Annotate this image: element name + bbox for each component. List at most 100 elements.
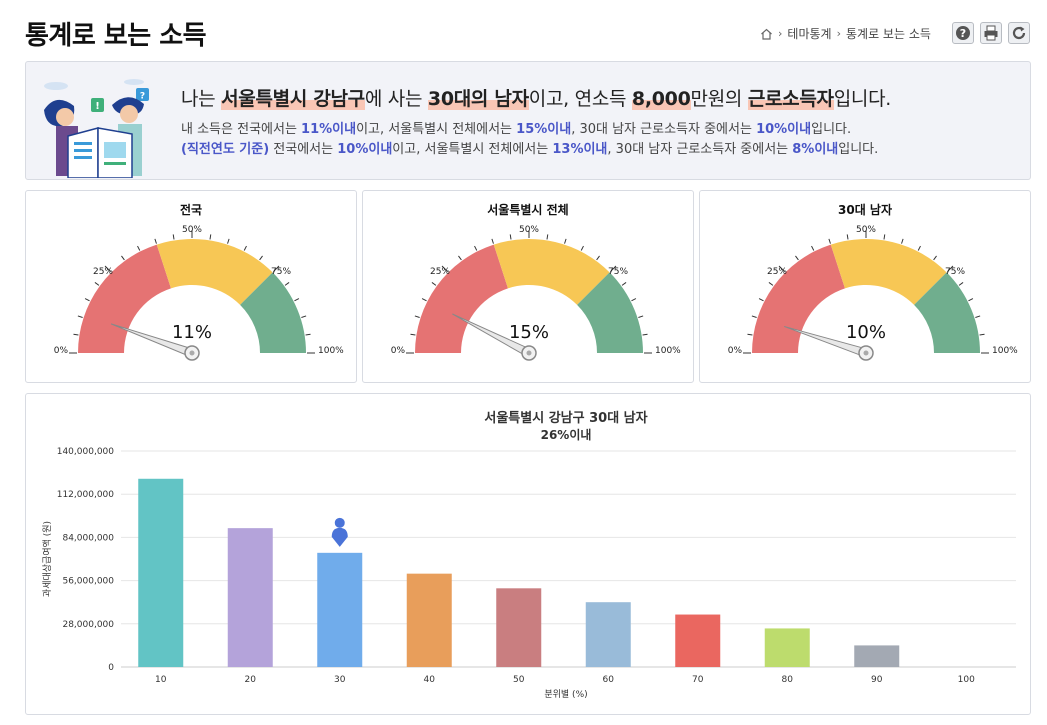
gauge-tick — [84, 298, 90, 302]
bar-60 — [585, 602, 631, 667]
gauge-tick-label: 75% — [271, 267, 291, 277]
gauge-value: 15% — [509, 322, 549, 343]
x-tick-label: 100 — [958, 675, 975, 685]
gauge-tick — [811, 245, 815, 251]
refresh-button[interactable] — [1008, 22, 1030, 44]
x-axis-label: 분위별 (%) — [544, 689, 587, 700]
svg-text:?: ? — [140, 92, 145, 102]
x-tick-label: 80 — [782, 675, 794, 685]
y-axis-label: 과세대상급여액 (원) — [41, 521, 53, 597]
bar-80 — [764, 628, 810, 667]
y-tick-label: 112,000,000 — [57, 490, 115, 500]
gauge-tick — [209, 234, 212, 240]
gauge-tick — [747, 333, 753, 336]
gauge-tick — [564, 238, 567, 244]
bar-30 — [317, 552, 363, 667]
gauge-tick — [284, 282, 290, 286]
region-highlight: 서울특별시 강남구 — [221, 88, 365, 110]
gauge-tick-label: 25% — [93, 267, 113, 277]
gauge-card-national: 전국 0% 25% 50% 75% 100% 11% — [25, 190, 357, 383]
help-button[interactable]: ? — [952, 22, 974, 44]
breadcrumb-item-theme[interactable]: 테마통계 — [787, 27, 832, 41]
gauge-tick — [778, 265, 786, 273]
gauge-tick — [751, 315, 757, 318]
gauge-tick — [546, 234, 549, 240]
gauge-tick — [441, 265, 449, 273]
print-icon — [984, 25, 998, 41]
gauge-band-green — [240, 272, 306, 353]
gauge-tick — [768, 282, 774, 286]
gauge-tick — [795, 255, 799, 261]
summary-text: 나는 — [181, 88, 222, 110]
income-type-highlight: 근로소득자 — [747, 88, 834, 110]
summary-text: 이고, 서울특별시 전체에서는 — [356, 122, 517, 137]
breadcrumb-item-current[interactable]: 통계로 보는 소득 — [845, 27, 931, 41]
gauge-tick-label: 75% — [945, 267, 965, 277]
summary-text: 이고, 서울특별시 전체에서는 — [392, 142, 553, 157]
x-tick-label: 70 — [692, 675, 704, 685]
gauge-tick-label: 0% — [54, 346, 69, 356]
gauge-tick — [294, 298, 300, 302]
gauge-band-yellow — [156, 239, 273, 305]
gauge-tick — [580, 245, 584, 251]
x-tick-label: 30 — [334, 675, 346, 685]
gauge-tick — [958, 282, 964, 286]
refresh-icon — [1012, 26, 1026, 40]
gauge-chart: 0% 25% 50% 75% 100% 15% — [391, 225, 681, 361]
gauge-tick — [758, 298, 764, 302]
gauge-band-red — [415, 244, 508, 353]
gauge-tick — [137, 245, 141, 251]
income-highlight: 8,000 — [631, 88, 691, 110]
gauge-tick — [431, 282, 437, 286]
gauge-tick — [305, 333, 311, 336]
summary-text: 에 사는 — [364, 88, 428, 110]
gauge-band-yellow — [493, 239, 610, 305]
chevron-right-icon: › — [778, 27, 783, 40]
bar-20 — [227, 528, 273, 667]
previous-year-label: (직전연도 기준) — [181, 142, 270, 157]
gauge-tick — [121, 255, 125, 261]
y-tick-label: 28,000,000 — [62, 620, 114, 630]
gauge-tick — [846, 234, 849, 240]
gauge-band-red — [752, 244, 845, 353]
x-tick-label: 50 — [513, 675, 525, 685]
chart-title: 서울특별시 강남구 30대 남자 — [484, 410, 647, 426]
chart-subtitle: 26%이내 — [541, 427, 592, 442]
gauge-hub-center — [863, 350, 869, 356]
summary-text: 입니다. — [838, 142, 879, 157]
x-tick-label: 90 — [871, 675, 883, 685]
gauge-tick — [77, 315, 83, 318]
gauge-tick — [474, 245, 478, 251]
gauge-band-green — [577, 272, 643, 353]
summary-text: 이고, 연소득 — [528, 88, 632, 110]
y-tick-label: 140,000,000 — [57, 447, 115, 457]
gauge-tick — [458, 255, 462, 261]
people-reading-illustration: ! ? — [44, 79, 149, 178]
prev-city-rank: 13%이내 — [552, 142, 608, 157]
y-tick-label: 0 — [108, 663, 114, 673]
gauge-value: 11% — [172, 322, 212, 343]
gauge-tick — [414, 315, 420, 318]
gauge-chart: 0% 25% 50% 75% 100% 10% — [728, 225, 1018, 361]
gauge-tick — [509, 234, 512, 240]
summary-text: 입니다. — [833, 88, 892, 110]
home-icon[interactable] — [760, 28, 773, 40]
gauge-tick — [946, 265, 954, 273]
gauge-tick — [917, 245, 921, 251]
bar-50 — [496, 588, 542, 667]
help-icon: ? — [956, 26, 970, 40]
gauge-tick — [94, 282, 100, 286]
svg-text:!: ! — [95, 101, 100, 112]
gauge-tick — [621, 282, 627, 286]
gauge-tick-label: 75% — [608, 267, 628, 277]
summary-text: 만원의 — [690, 88, 748, 110]
print-button[interactable] — [980, 22, 1002, 44]
x-tick-label: 10 — [155, 675, 167, 685]
gauge-tick — [259, 255, 263, 261]
gauge-tick — [933, 255, 937, 261]
page-header: 통계로 보는 소득 › 테마통계 › 통계로 보는 소득 ? — [0, 0, 1047, 60]
bar-10 — [138, 478, 184, 667]
y-tick-label: 84,000,000 — [62, 533, 114, 543]
gauge-title: 서울특별시 전체 — [487, 203, 569, 217]
